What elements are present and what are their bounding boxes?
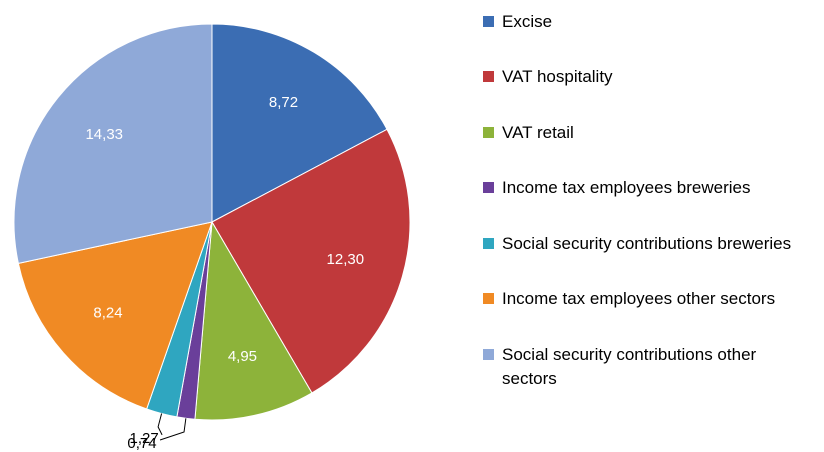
legend-swatch xyxy=(483,71,494,82)
legend-label: Income tax employees breweries xyxy=(502,178,751,197)
data-label: 8,24 xyxy=(93,305,122,322)
pie-slice xyxy=(211,23,388,223)
data-label: 8,72 xyxy=(269,94,298,111)
legend-swatch xyxy=(483,293,494,304)
legend-item: Excise xyxy=(483,10,803,34)
legend-label: VAT hospitality xyxy=(502,67,613,86)
legend-swatch xyxy=(483,127,494,138)
data-label: 12,30 xyxy=(327,251,365,268)
data-label: 1,27 xyxy=(129,430,158,447)
legend-label: VAT retail xyxy=(502,123,574,142)
pie-slice xyxy=(13,23,213,264)
legend-swatch xyxy=(483,182,494,193)
pie-slice xyxy=(17,221,213,410)
data-label: 4,95 xyxy=(228,348,257,365)
legend-item: Social security contributions other sect… xyxy=(483,343,803,391)
leader-line xyxy=(157,413,163,436)
data-label: 0,74 xyxy=(127,435,156,452)
legend-label: Income tax employees other sectors xyxy=(502,289,776,308)
legend-swatch xyxy=(483,16,494,27)
leader-line xyxy=(159,418,187,441)
legend-item: Social security contributions breweries xyxy=(483,232,803,256)
legend-label: Excise xyxy=(502,12,553,31)
legend-item: VAT retail xyxy=(483,121,803,145)
legend-label: Social security contributions breweries xyxy=(502,234,792,253)
legend-swatch xyxy=(483,349,494,360)
legend-item: VAT hospitality xyxy=(483,65,803,89)
legend-swatch xyxy=(483,238,494,249)
data-label: 14,33 xyxy=(85,126,123,143)
legend-label: Social security contributions other sect… xyxy=(502,345,757,388)
legend-item: Income tax employees breweries xyxy=(483,176,803,200)
pie-slice xyxy=(211,128,411,394)
legend-item: Income tax employees other sectors xyxy=(483,287,803,311)
pie-slice xyxy=(194,220,313,421)
